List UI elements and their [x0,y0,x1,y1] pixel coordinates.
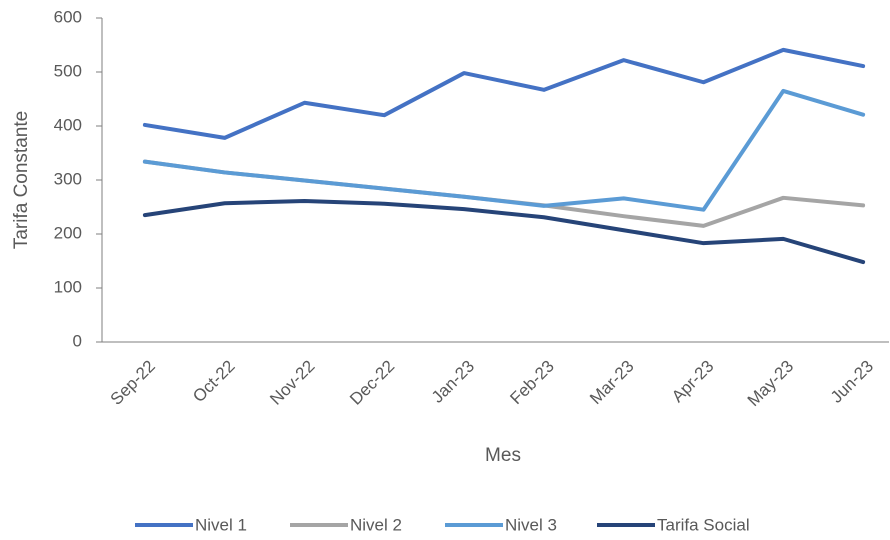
x-tick-label: Nov-22 [266,357,318,409]
series-line [142,88,866,212]
legend-label: Nivel 3 [505,515,557,534]
x-tick-label: Feb-23 [506,357,558,409]
x-tick-label: Dec-22 [346,357,398,409]
series-line [142,199,866,265]
x-tick-label: Jun-23 [827,357,877,407]
y-tick-label: 300 [54,169,82,188]
x-tick-label: Mar-23 [586,357,638,409]
y-tick-label: 500 [54,61,82,80]
x-tick-label: Sep-22 [107,357,159,409]
series-line [142,47,866,140]
y-tick-label: 200 [54,223,82,242]
x-tick-label: Apr-23 [668,357,718,407]
y-tick-label: 100 [54,277,82,296]
y-tick-label: 400 [54,115,82,134]
x-axis-label: Mes [485,445,521,466]
x-tick-label: Oct-22 [189,357,239,407]
legend-label: Nivel 1 [195,515,247,534]
legend-label: Tarifa Social [657,515,750,534]
y-tick-label: 600 [54,7,82,26]
y-axis-label: Tarifa Constante [11,111,32,249]
series-line [142,159,866,228]
x-tick-label: May-23 [744,357,798,411]
legend-label: Nivel 2 [350,515,402,534]
y-tick-label: 0 [73,331,82,350]
x-tick-label: Jan-23 [428,357,478,407]
